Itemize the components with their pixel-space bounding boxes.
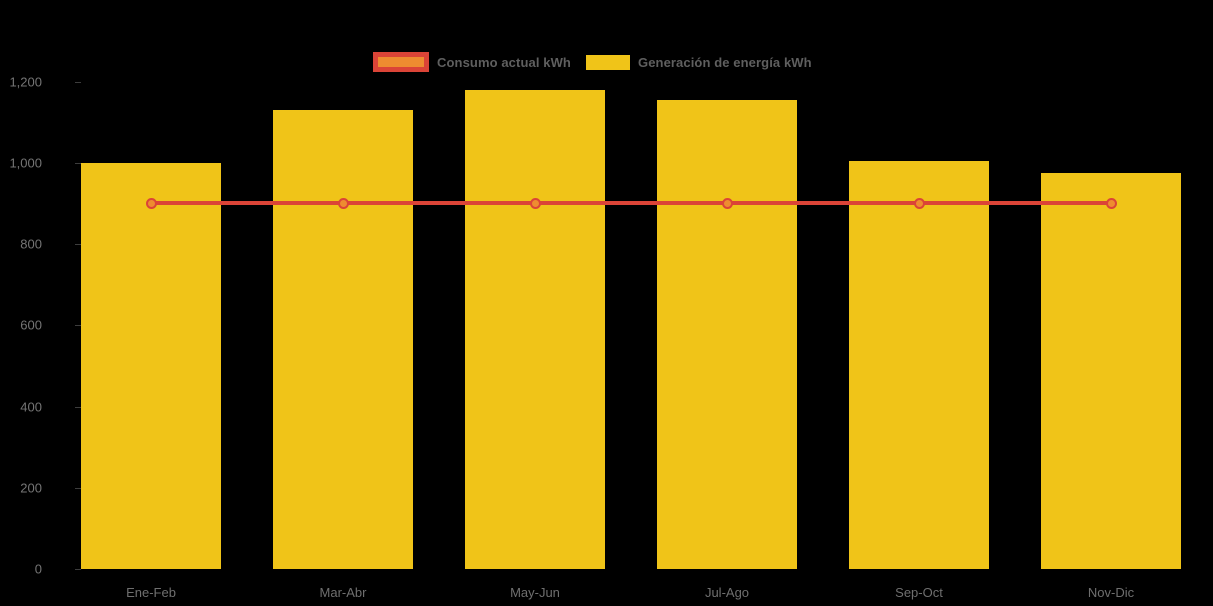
line-point-May-Jun[interactable]	[529, 197, 541, 209]
line-segment	[343, 201, 535, 206]
line-segment	[919, 201, 1111, 206]
y-axis-tick-label: 1,000	[9, 155, 42, 171]
line-segment	[151, 201, 343, 206]
y-axis-tick-mark	[75, 81, 81, 83]
y-axis-tick-mark	[75, 244, 81, 245]
legend-swatch-line-icon	[373, 52, 429, 72]
y-axis-tick-label: 600	[20, 317, 42, 333]
y-axis-tick-label: 1,200	[9, 74, 42, 89]
x-axis-label-Nov-Dic: Nov-Dic	[1087, 585, 1135, 600]
legend-item-generacion: Generación de energía kWh	[585, 54, 812, 70]
bar-Mar-Abr[interactable]	[273, 109, 413, 569]
legend-label-generacion: Generación de energía kWh	[637, 54, 812, 70]
line-point-Sep-Oct[interactable]	[913, 197, 925, 209]
line-point-Ene-Feb[interactable]	[145, 197, 157, 209]
x-axis-label-Ene-Feb: Ene-Feb	[126, 585, 176, 600]
y-axis-tick-mark	[75, 569, 81, 570]
y-axis-tick-mark	[75, 162, 81, 164]
bar-Sep-Oct[interactable]	[849, 160, 989, 569]
y-axis-tick-mark	[75, 406, 81, 408]
x-axis-label-Mar-Abr: Mar-Abr	[319, 585, 367, 600]
line-point-Mar-Abr[interactable]	[337, 197, 349, 209]
line-segment	[535, 201, 727, 206]
legend-label-consumo: Consumo actual kWh	[437, 54, 571, 70]
line-point-Jul-Ago[interactable]	[721, 197, 733, 209]
x-axis-label-Sep-Oct: Sep-Oct	[895, 585, 943, 600]
bar-May-Jun[interactable]	[465, 89, 605, 569]
bar-Nov-Dic[interactable]	[1041, 172, 1181, 569]
y-axis-tick-label: 200	[20, 480, 42, 496]
bar-Ene-Feb[interactable]	[81, 162, 221, 569]
y-axis-tick-mark	[75, 487, 81, 489]
y-axis-tick-label: 800	[20, 236, 42, 252]
legend-item-consumo: Consumo actual kWh	[373, 52, 571, 72]
y-axis-tick-label: 400	[20, 399, 42, 414]
y-axis-tick-label: 0	[34, 561, 42, 577]
bar-Jul-Ago[interactable]	[657, 99, 797, 569]
chart-legend: Consumo actual kWh Generación de energía…	[373, 52, 812, 72]
legend-swatch-bar-icon	[585, 54, 630, 70]
line-segment	[727, 201, 919, 206]
x-axis-label-May-Jun: May-Jun	[510, 585, 560, 600]
line-point-Nov-Dic[interactable]	[1105, 197, 1117, 209]
y-axis-tick-mark	[75, 325, 81, 327]
x-axis-label-Jul-Ago: Jul-Ago	[704, 585, 750, 600]
